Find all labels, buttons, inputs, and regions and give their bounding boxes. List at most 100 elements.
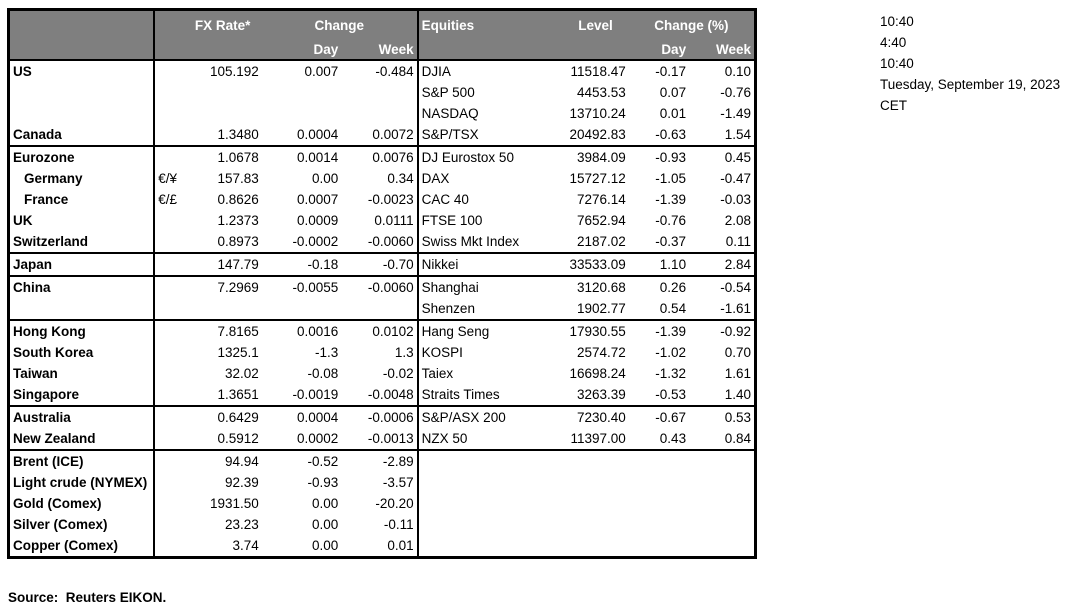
table-row: Eurozone 1.0678 0.0014 0.0076 DJ Eurosto… [8,145,756,168]
eq-day-cell: -1.02 [655,345,687,360]
blank-cell [417,40,539,61]
fx-day-cell: -0.0019 [292,387,339,402]
equity-name-cell: Shenzen [421,301,475,316]
fx-rate-cell: 1325.1 [217,345,259,360]
market-data-table: FX Rate* Change Equities Level Change (%… [7,8,757,559]
fx-week-cell [341,82,419,103]
symbol-cell [154,405,184,428]
country-cell: New Zealand [8,428,156,450]
eq-day-cell: 1.10 [628,252,690,276]
eq-day-cell: -1.05 [655,171,687,186]
fx-week-cell: -0.0060 [341,275,419,298]
footer: Source: Reuters EIKON. * FX Rate for USD… [8,545,908,613]
symbol-cell [154,384,183,406]
fx-rate-cell: 1.0678 [183,145,262,168]
fx-rate-cell: 0.8973 [217,234,259,249]
eq-day-cell: -0.63 [655,127,687,142]
eq-day-cell: 0.07 [659,85,687,100]
eq-week-cell: 0.53 [689,405,756,428]
fx-day-cell: 0.0002 [296,431,339,446]
fx-day-cell: 0.00 [311,517,339,532]
symbol-cell [154,231,183,253]
table-row: Hong Kong 7.8165 0.0016 0.0102 Hang Seng… [8,319,756,342]
equity-name-cell: Nikkei [417,252,539,276]
eq-week-cell: 0.10 [724,64,751,79]
table-row: Australia 0.6429 0.0004 -0.0006 S&P/ASX … [8,405,756,428]
symbol-cell [154,210,183,231]
eq-week-header: Week [689,40,756,61]
fx-week-cell: 0.0111 [341,210,419,231]
table-row: Gold (Comex) 1931.50 0.00 -20.20 [8,493,756,514]
symbol-cell: €/¥ [158,171,178,186]
change-pct-header: Change (%) [628,9,756,40]
eq-week-cell: 0.45 [689,145,756,168]
fx-week-cell: -0.11 [341,514,419,535]
table-row: Silver (Comex) 23.23 0.00 -0.11 [8,514,756,535]
symbol-cell [154,472,183,493]
timestamp-line: 4:40 [880,35,907,50]
symbol-cell [154,60,183,82]
timestamp-line: 10:40 [880,14,914,29]
equities-header: Equities [417,9,539,40]
blank-cell [8,40,156,61]
fx-rate-cell: 7.2969 [183,275,262,298]
country-cell: China [8,275,156,298]
fx-day-cell [262,298,341,320]
country-cell: Singapore [8,384,156,406]
fx-week-cell: 0.0076 [341,145,419,168]
eq-day-cell: -0.67 [628,405,690,428]
symbol-cell [154,428,183,450]
equity-name-cell [418,493,539,514]
country-cell: Eurozone [8,145,156,168]
eq-week-cell: 2.84 [689,252,756,276]
country-cell: Taiwan [8,363,156,384]
fx-day-cell: 0.00 [311,171,339,186]
fx-week-cell: -0.484 [341,60,419,82]
fx-day-cell: -0.08 [307,366,339,381]
eq-day-cell: -0.76 [655,213,687,228]
corner-blank-cell [8,9,156,40]
symbol-cell [154,82,183,103]
equity-name-cell [418,514,539,535]
fx-day-cell: 0.00 [311,496,339,511]
header-row-2: Day Week Day Week [8,40,756,61]
level-cell: 13710.24 [569,106,626,121]
fx-rate-cell: 1.2373 [217,213,259,228]
country-cell [8,103,156,124]
fx-rate-cell: 7.8165 [183,319,262,342]
equity-name-cell: DJIA [421,64,451,79]
level-cell: 15727.12 [569,171,626,186]
fx-week-cell: -0.0023 [341,189,419,210]
eq-day-cell: 0.01 [659,106,687,121]
eq-week-cell: 0.11 [725,234,751,249]
eq-day-cell: -1.39 [628,319,690,342]
table-header: FX Rate* Change Equities Level Change (%… [8,9,756,61]
fx-rate-header: FX Rate* [183,9,262,40]
fx-week-cell: 0.01 [341,535,419,558]
table-row: France €/£ 0.8626 0.0007 -0.0023 CAC 40 … [8,189,756,210]
fx-rate-cell: 3.74 [232,538,259,553]
fx-week-cell: 0.0072 [341,124,419,146]
level-cell: 3984.09 [538,145,629,168]
country-cell: Gold (Comex) [8,493,156,514]
blank-cell [154,40,184,61]
level-cell: 11518.47 [570,64,626,79]
symbol-cell [154,275,184,298]
fx-week-cell: 1.3 [341,342,419,363]
level-cell: 1902.77 [576,301,626,316]
symbol-cell [154,493,183,514]
equity-name-cell: NASDAQ [421,106,479,121]
level-cell [538,493,628,514]
country-cell: France [8,189,156,210]
country-cell: US [8,60,156,82]
symbol-blank-cell [154,9,184,40]
fx-day-cell: 0.00 [311,538,339,553]
fx-week-cell: -0.0013 [341,428,419,450]
fx-week-cell: -0.0006 [341,405,419,428]
country-cell: Brent (ICE) [8,449,156,472]
fx-change-header: Change [261,9,419,40]
table-row: NASDAQ 13710.24 0.01 -1.49 [8,103,756,124]
equity-name-cell: S&P/TSX [421,127,479,142]
eq-week-cell: -0.92 [689,319,756,342]
equity-name-cell: Hang Seng [417,319,539,342]
